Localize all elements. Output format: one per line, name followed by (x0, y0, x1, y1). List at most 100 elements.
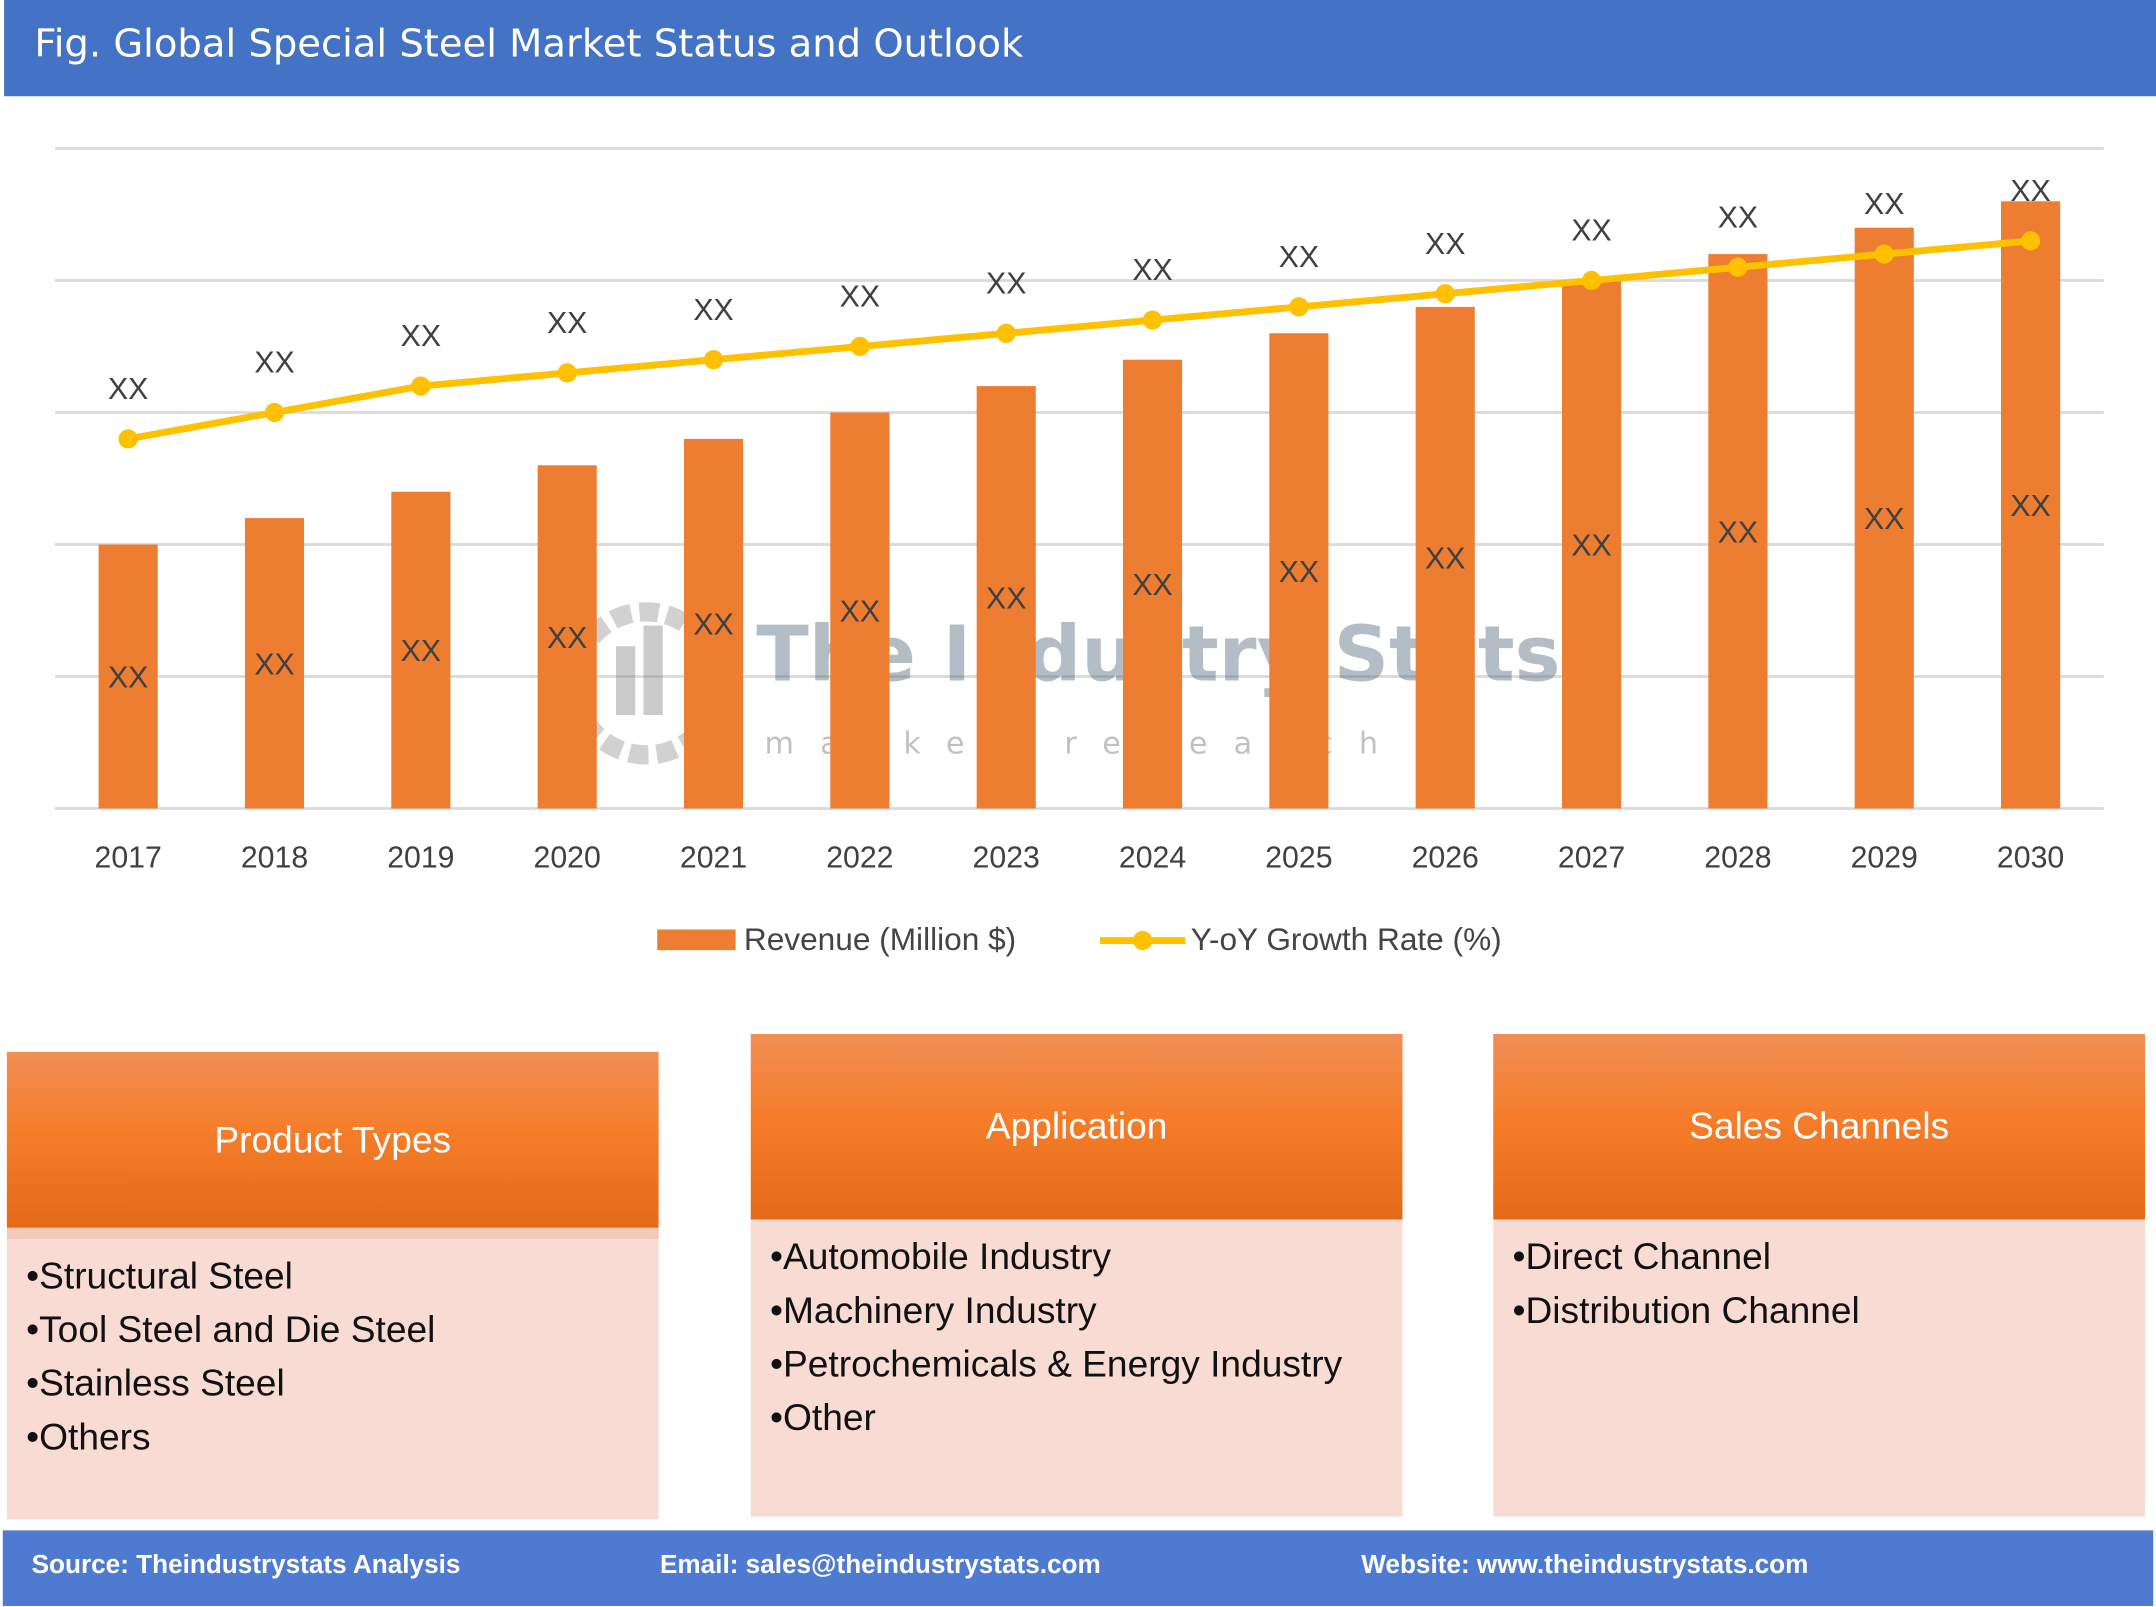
list-item: •Machinery Industry (770, 1289, 1097, 1331)
point-growth-2020 (557, 363, 577, 383)
box-header: Sales Channels (1493, 1034, 2145, 1220)
point-growth-2026 (1435, 284, 1455, 304)
point-growth-2023 (996, 323, 1016, 343)
point-growth-2018 (264, 402, 285, 423)
tick-label-x: 2020 (534, 842, 601, 875)
legend-label-revenue: Revenue (Million $) (744, 921, 1016, 957)
list-item: •Structural Steel (26, 1255, 293, 1297)
bar-revenue-2027 (1562, 280, 1622, 809)
point-growth-2017 (118, 429, 138, 449)
bar-data-label: XX (693, 609, 733, 642)
box-body: •Automobile Industry •Machinery Industry •… (750, 1219, 1403, 1517)
point-growth-2019 (411, 376, 431, 396)
bar-data-label: XX (1279, 556, 1319, 589)
line-data-label: XX (1132, 254, 1172, 287)
tick-label-x: 2021 (680, 842, 747, 875)
line-growth-rate (127, 237, 2031, 443)
point-growth-2022 (850, 336, 870, 357)
bar-data-label: XX (1718, 516, 1758, 549)
tick-label-x: 2019 (387, 842, 454, 875)
point-growth-2027 (1581, 270, 1602, 291)
point-growth-2028 (1728, 257, 1748, 277)
bar-revenue-2026 (1415, 306, 1475, 809)
page-title: Fig. Global Special Steel Market Status … (34, 20, 1024, 66)
legend-label-growth: Y-oY Growth Rate (%) (1191, 921, 1502, 957)
list-item: •Others (26, 1416, 151, 1458)
footer-website[interactable]: Website: www.theindustrystats.com (1361, 1551, 1809, 1580)
title-bar: Fig. Global Special Steel Market Status … (4, 0, 2156, 97)
legend-swatch-revenue (657, 929, 736, 951)
bar-revenue-2028 (1708, 254, 1768, 809)
box-body: •Structural Steel •Tool Steel and Die Ste… (6, 1227, 659, 1520)
bar-data-label: XX (1132, 569, 1172, 602)
bar-revenue-2017 (98, 544, 158, 809)
footer-source: Source: Theindustrystats Analysis (31, 1551, 461, 1580)
bar-revenue-2024 (1122, 359, 1183, 809)
segment-box-application: Application •Automobile Industry •Machine… (750, 1034, 1403, 1517)
footer-email[interactable]: Email: sales@theindustrystats.com (660, 1551, 1101, 1580)
line-data-label: XX (1279, 241, 1319, 274)
bar-data-label: XX (547, 622, 587, 655)
bar-revenue-2019 (391, 491, 451, 809)
tick-label-x: 2023 (973, 842, 1040, 875)
bar-revenue-2018 (244, 518, 305, 809)
legend-marker-growth (1133, 930, 1153, 951)
segment-box-product-types: Product Types •Structural Steel •Tool Ste… (6, 1051, 659, 1520)
line-data-label: XX (547, 307, 587, 340)
bar-data-label: XX (401, 635, 441, 668)
box-body: •Direct Channel •Distribution Channel (1493, 1219, 2145, 1517)
tick-label-x: 2028 (1704, 842, 1771, 875)
line-data-label: XX (1718, 201, 1758, 234)
tick-label-x: 2026 (1412, 842, 1479, 875)
bar-data-label: XX (840, 596, 880, 629)
list-item: •Tool Steel and Die Steel (26, 1309, 436, 1351)
line-data-label: XX (1864, 188, 1904, 221)
line-data-label: XX (2010, 175, 2050, 208)
line-data-label: XX (1425, 228, 1465, 261)
point-growth-2021 (703, 350, 724, 370)
legend: Revenue (Million $) Y-oY Growth Rate (%) (657, 921, 1502, 957)
box-header: Product Types (6, 1051, 659, 1228)
bar-revenue-2022 (830, 412, 890, 809)
tick-label-x: 2025 (1265, 842, 1332, 875)
bar-revenue-2029 (1854, 227, 1914, 809)
bar-revenue-2025 (1269, 333, 1329, 809)
bar-revenue-2020 (537, 465, 597, 809)
line-data-label: XX (986, 267, 1026, 300)
line-data-label: XX (254, 347, 294, 380)
bar-data-label: XX (1571, 530, 1611, 563)
bar-data-label: XX (986, 582, 1026, 615)
tick-label-x: 2027 (1558, 842, 1625, 875)
point-growth-2024 (1142, 310, 1163, 330)
point-growth-2029 (1874, 244, 1894, 264)
box-header: Application (750, 1034, 1403, 1220)
list-item: •Direct Channel (1512, 1236, 1772, 1278)
bar-revenue-2021 (683, 438, 744, 809)
line-data-label: XX (108, 373, 148, 406)
line-data-label: XX (1571, 215, 1611, 248)
footer: Source: Theindustrystats Analysis Email:… (2, 1530, 2154, 1606)
bar-data-label: XX (108, 662, 148, 695)
bar-data-label: XX (1425, 543, 1465, 576)
tick-label-x: 2018 (241, 842, 308, 875)
list-item: •Petrochemicals & Energy Industry (770, 1343, 1343, 1385)
tick-label-x: 2029 (1851, 842, 1918, 875)
tick-label-x: 2030 (1997, 842, 2064, 875)
list-item: •Stainless Steel (26, 1362, 285, 1404)
line-data-label: XX (693, 294, 733, 327)
segment-box-sales-channels: Sales Channels •Direct Channel •Distribut… (1493, 1034, 2145, 1517)
point-growth-2030 (2020, 231, 2041, 251)
point-growth-2025 (1289, 297, 1309, 317)
bar-data-label: XX (1864, 503, 1904, 536)
tick-label-x: 2024 (1119, 842, 1186, 875)
bar-data-label: XX (2010, 490, 2050, 523)
tick-label-x: 2017 (95, 842, 162, 875)
list-item: •Distribution Channel (1512, 1289, 1860, 1331)
chart: The Industry Stats market research XX201… (55, 147, 2104, 957)
list-item: •Automobile Industry (770, 1236, 1112, 1278)
tick-label-x: 2022 (826, 842, 893, 875)
bar-revenue-2023 (976, 386, 1036, 809)
bar-data-label: XX (254, 648, 294, 681)
list-item: •Other (770, 1397, 876, 1439)
